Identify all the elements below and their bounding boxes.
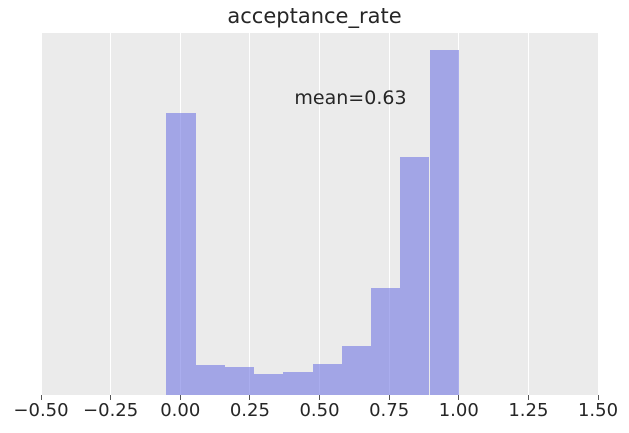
x-tick xyxy=(319,395,320,400)
chart-title: acceptance_rate xyxy=(227,4,402,28)
x-tick xyxy=(458,395,460,400)
gridline xyxy=(388,33,390,395)
x-tick-label: 1.25 xyxy=(508,400,549,421)
x-tick xyxy=(527,395,529,400)
x-tick-label: 1.00 xyxy=(438,400,479,421)
x-tick xyxy=(179,395,181,400)
x-tick-label: 0.50 xyxy=(299,400,340,421)
histogram-bar xyxy=(341,346,371,395)
x-tick xyxy=(110,395,112,400)
histogram-bar xyxy=(224,367,255,395)
gridline xyxy=(249,33,251,395)
histogram-bar xyxy=(312,364,342,395)
gridline xyxy=(110,33,112,395)
gridline xyxy=(319,33,320,395)
histogram-bar xyxy=(195,365,225,395)
histogram-bar xyxy=(429,50,459,395)
x-tick-label: 0.00 xyxy=(160,400,201,421)
x-tick-label: −0.25 xyxy=(83,400,139,421)
gridline xyxy=(527,33,529,395)
gridline xyxy=(458,33,460,395)
x-tick-label: −0.50 xyxy=(13,400,69,421)
histogram-bar xyxy=(283,372,313,395)
x-tick-label: 0.75 xyxy=(369,400,410,421)
mean-annotation: mean=0.63 xyxy=(294,87,407,109)
histogram-bar xyxy=(254,374,284,395)
plot-area: mean=0.63 xyxy=(41,33,598,395)
histogram-bar xyxy=(166,113,196,395)
gridline xyxy=(41,33,42,395)
x-tick-label: 0.25 xyxy=(229,400,270,421)
histogram-bar xyxy=(400,157,430,395)
x-tick xyxy=(388,395,390,400)
x-tick xyxy=(597,395,599,400)
histogram-bar xyxy=(371,288,401,395)
x-tick xyxy=(40,395,42,400)
x-tick xyxy=(249,395,251,400)
gridline xyxy=(597,33,598,395)
x-tick-label: 1.50 xyxy=(577,400,619,421)
